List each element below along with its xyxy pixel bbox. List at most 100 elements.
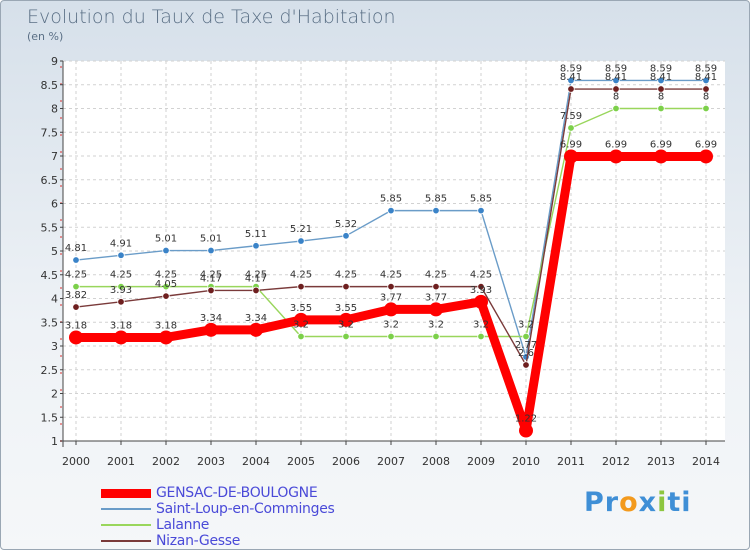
- data-label: 3.2: [473, 320, 489, 331]
- y-tick-label: 7.5: [41, 126, 59, 139]
- legend-item: Nizan-Gesse: [101, 533, 335, 549]
- data-point: [432, 282, 440, 291]
- data-label: 8.41: [605, 72, 627, 83]
- data-point: [612, 104, 620, 113]
- data-point: [207, 246, 215, 255]
- data-label: 3.77: [425, 292, 447, 303]
- data-label: 3.77: [380, 292, 402, 303]
- y-tick-label: 1.5: [41, 411, 59, 424]
- logo-part: ti: [667, 487, 692, 518]
- data-label: 3.55: [290, 303, 312, 314]
- y-tick-label: 8: [51, 103, 58, 116]
- legend-item: Saint-Loup-en-Comminges: [101, 501, 335, 517]
- data-label: 5.01: [155, 234, 177, 245]
- data-label: 5.85: [380, 194, 402, 205]
- data-point: [657, 76, 665, 85]
- x-tick-label: 2012: [602, 455, 630, 468]
- data-label: 2.77: [515, 340, 537, 351]
- data-point: [432, 206, 440, 215]
- y-tick-label: 5.5: [41, 221, 59, 234]
- data-point: [522, 361, 530, 369]
- y-tick-label: 6: [51, 198, 58, 211]
- data-label: 6.99: [650, 139, 672, 150]
- x-tick-label: 2006: [332, 455, 360, 468]
- proxiti-logo: Proxiti: [584, 487, 692, 518]
- logo-part: o: [619, 487, 639, 518]
- data-label: 8: [703, 92, 709, 103]
- data-label: 4.25: [155, 270, 177, 281]
- x-tick-label: 2011: [557, 455, 585, 468]
- data-point: [297, 237, 305, 245]
- data-label: 4.17: [200, 273, 222, 284]
- data-point: [252, 286, 260, 295]
- data-point: [567, 124, 575, 132]
- data-point: [387, 206, 395, 215]
- data-label: 3.34: [245, 313, 267, 324]
- data-point: [612, 85, 620, 93]
- data-point: [117, 298, 125, 306]
- legend-label: GENSAC-DE-BOULOGNE: [156, 485, 318, 501]
- y-tick-label: 4.5: [41, 269, 59, 282]
- data-label: 4.25: [110, 270, 132, 281]
- chart-subtitle: (en %): [27, 30, 64, 43]
- data-label: 8.59: [650, 63, 672, 74]
- legend-swatch-saint-loup: [101, 508, 151, 510]
- data-label: 3.18: [110, 320, 132, 331]
- data-label: 3.34: [200, 313, 222, 324]
- data-label: 5.85: [425, 194, 447, 205]
- x-tick-label: 2005: [287, 455, 315, 468]
- legend-label: Saint-Loup-en-Comminges: [156, 501, 335, 517]
- x-tick-label: 2013: [647, 455, 675, 468]
- data-point: [702, 104, 710, 113]
- data-label: 3.2: [338, 320, 354, 331]
- x-tick-label: 2008: [422, 455, 450, 468]
- data-point: [72, 256, 80, 264]
- data-label: 5.11: [245, 229, 267, 240]
- data-point: [114, 330, 128, 345]
- data-point: [342, 232, 350, 240]
- data-label: 3.18: [65, 320, 87, 331]
- data-label: 4.25: [245, 270, 267, 281]
- data-point: [69, 330, 83, 345]
- data-label: 5.21: [290, 224, 312, 235]
- data-label: 3.55: [335, 303, 357, 314]
- data-point: [384, 302, 398, 317]
- data-point: [117, 282, 125, 291]
- x-tick-label: 2003: [197, 455, 225, 468]
- data-label: 4.17: [245, 273, 267, 284]
- data-point: [474, 294, 488, 309]
- legend-swatch-lalanne: [101, 524, 151, 526]
- data-label: 3.2: [383, 320, 399, 331]
- y-tick-label: 3: [51, 340, 58, 353]
- data-point: [429, 302, 443, 317]
- y-tick-label: 7: [51, 150, 58, 163]
- data-label: 8.41: [695, 72, 717, 83]
- data-label: 3.93: [110, 285, 132, 296]
- data-label: 6.99: [560, 139, 582, 150]
- data-point: [162, 246, 170, 255]
- data-point: [342, 282, 350, 291]
- data-point: [567, 85, 575, 93]
- y-tick-label: 6.5: [41, 174, 59, 187]
- data-point: [522, 332, 530, 341]
- data-label: 8: [658, 92, 664, 103]
- legend-item: GENSAC-DE-BOULOGNE: [101, 485, 335, 501]
- data-label: 4.25: [335, 270, 357, 281]
- logo-part: x: [638, 487, 658, 518]
- data-point: [117, 251, 125, 259]
- data-label: 8.59: [695, 63, 717, 74]
- data-point: [339, 312, 353, 327]
- y-tick-label: 1: [51, 435, 58, 448]
- data-point: [162, 292, 170, 300]
- data-label: 2.6: [518, 348, 534, 359]
- legend-item: Lalanne: [101, 517, 335, 533]
- x-tick-label: 2014: [692, 455, 720, 468]
- data-point: [159, 330, 173, 345]
- legend: GENSAC-DE-BOULOGNE Saint-Loup-en-Comming…: [101, 485, 335, 549]
- legend-label: Lalanne: [156, 517, 210, 533]
- data-point: [297, 282, 305, 291]
- data-label: 6.99: [695, 139, 717, 150]
- data-point: [387, 332, 395, 341]
